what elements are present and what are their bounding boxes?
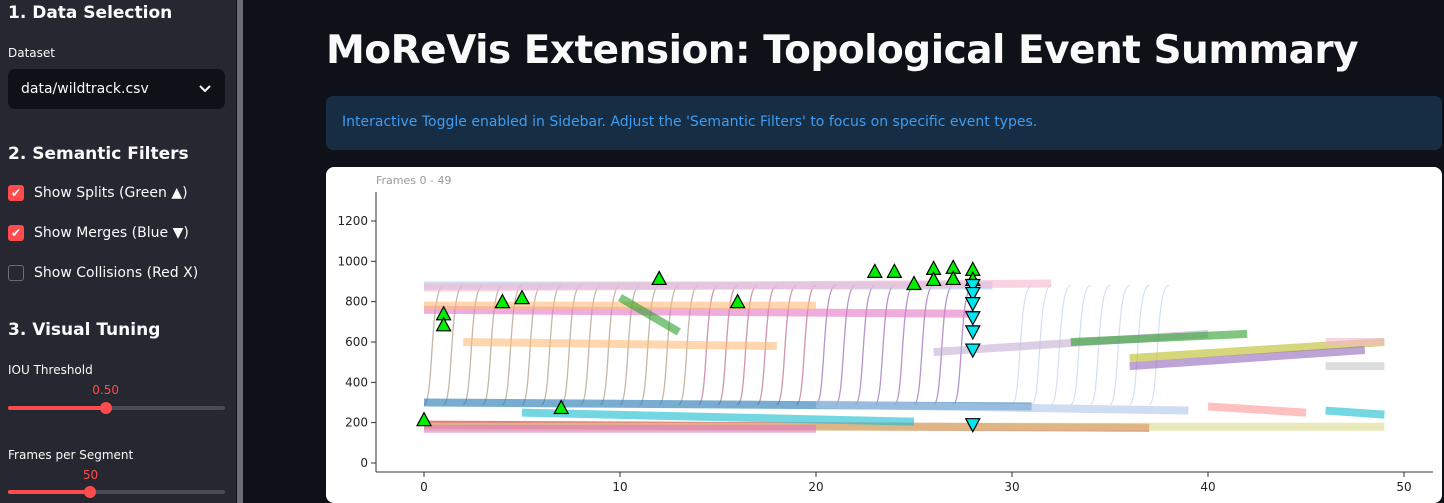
checkbox-show-splits[interactable]: ✔ Show Splits (Green ▲) [8,185,188,201]
split-marker [513,289,531,305]
iou-threshold-slider[interactable] [8,402,225,414]
track-band [1129,346,1366,371]
checkbox-checked-icon[interactable]: ✔ [8,225,24,241]
track-crossing-curve [835,284,856,406]
y-tick-label: 400 [345,375,368,389]
track-band [617,294,681,336]
section-heading-visual-tuning: 3. Visual Tuning [8,320,161,340]
track-crossing-curve [893,284,915,406]
page-title: MoReVis Extension: Topological Event Sum… [326,28,1359,73]
y-tick-label: 200 [345,416,368,430]
sidebar: 1. Data Selection Dataset data/wildtrack… [0,0,236,503]
y-tick-label: 600 [345,335,368,349]
chevron-down-icon [199,81,211,97]
track-crossing-curve [776,284,797,406]
track-crossing-curve [933,284,954,406]
track-crossing-curve [913,284,935,406]
merge-marker [964,278,981,294]
split-marker [925,271,942,287]
frames-per-segment-slider[interactable] [8,486,225,498]
track-band [1070,329,1248,346]
split-marker [945,270,962,286]
x-tick-label: 50 [1396,480,1411,494]
checkbox-checked-icon[interactable]: ✔ [8,185,24,201]
track-band [521,408,915,426]
track-crossing-curve [933,284,954,406]
track-crossing-curve [1109,284,1131,406]
checkbox-show-collisions[interactable]: Show Collisions (Red X) [8,265,198,281]
chart-title: Frames 0 - 49 [376,174,451,187]
merge-marker [964,343,981,359]
split-marker [729,293,746,309]
section-heading-semantic-filters: 2. Semantic Filters [8,144,189,164]
slider-thumb[interactable] [84,486,97,498]
split-marker [905,275,923,291]
track-crossing-curve [913,284,935,406]
dataset-value: data/wildtrack.csv [21,81,149,97]
merge-marker [964,325,981,341]
y-tick-label: 1000 [337,254,368,268]
x-tick-label: 30 [1004,480,1019,494]
merge-marker [964,286,981,302]
iou-threshold-value: 0.50 [92,383,119,397]
section-heading-data-selection: 1. Data Selection [8,3,173,23]
split-marker [886,263,903,278]
track-crossing-curve [874,284,895,406]
chart-card: Frames 0 - 49 0 200 400 600 800 1000 1200 0 10 20 3… [326,167,1442,503]
checkbox-show-merges[interactable]: ✔ Show Merges (Blue ▼) [8,225,189,241]
checkbox-label: Show Splits (Green ▲) [34,185,188,201]
track-band [1325,406,1385,419]
slider-fill [8,490,91,494]
split-marker [866,263,883,278]
split-marker [651,270,668,286]
dataset-label: Dataset [8,46,55,60]
track-crossing-curve [815,284,837,406]
y-tick-label: 800 [345,295,368,309]
merge-marker [964,297,981,312]
track-crossing-curve [893,284,915,406]
y-tick-label: 1200 [337,214,368,228]
frames-per-segment-label: Frames per Segment [8,448,134,462]
track-band [463,337,777,351]
x-tick-label: 0 [420,480,428,494]
merge-marker [964,418,981,433]
track-crossing-curve [1129,284,1150,406]
sidebar-scrollbar[interactable] [237,0,243,503]
y-tick-label: 0 [360,456,368,470]
track-band [1207,402,1307,417]
topological-event-chart: Frames 0 - 49 0 200 400 600 800 1000 1200 0 10 20 3… [337,174,1433,494]
iou-threshold-label: IOU Threshold [8,363,93,377]
track-band [423,305,973,318]
track-crossing-curve [795,284,817,406]
split-marker [553,399,570,415]
slider-fill [8,406,106,410]
frames-per-segment-value: 50 [82,468,99,482]
x-tick-label: 10 [612,480,627,494]
track-crossing-curve [1148,284,1170,406]
track-crossing-curve [835,284,856,406]
checkbox-label: Show Collisions (Red X) [34,265,199,281]
checkbox-label: Show Merges (Blue ▼) [34,225,189,241]
merge-marker [964,311,981,327]
dataset-select[interactable]: data/wildtrack.csv [8,69,225,109]
info-alert: Interactive Toggle enabled in Sidebar. A… [326,96,1442,150]
split-marker [494,293,511,309]
track-crossing-curve [854,284,876,406]
slider-thumb[interactable] [99,402,112,414]
split-marker [435,316,452,332]
split-marker [415,411,433,427]
checkbox-unchecked-icon[interactable] [8,265,24,281]
track-crossing-curve [854,284,876,406]
track-crossing-curve [874,284,895,406]
x-tick-label: 40 [1200,480,1215,494]
track-crossing-curve [815,284,837,406]
track-band [815,400,1189,415]
x-tick-label: 20 [808,480,823,494]
